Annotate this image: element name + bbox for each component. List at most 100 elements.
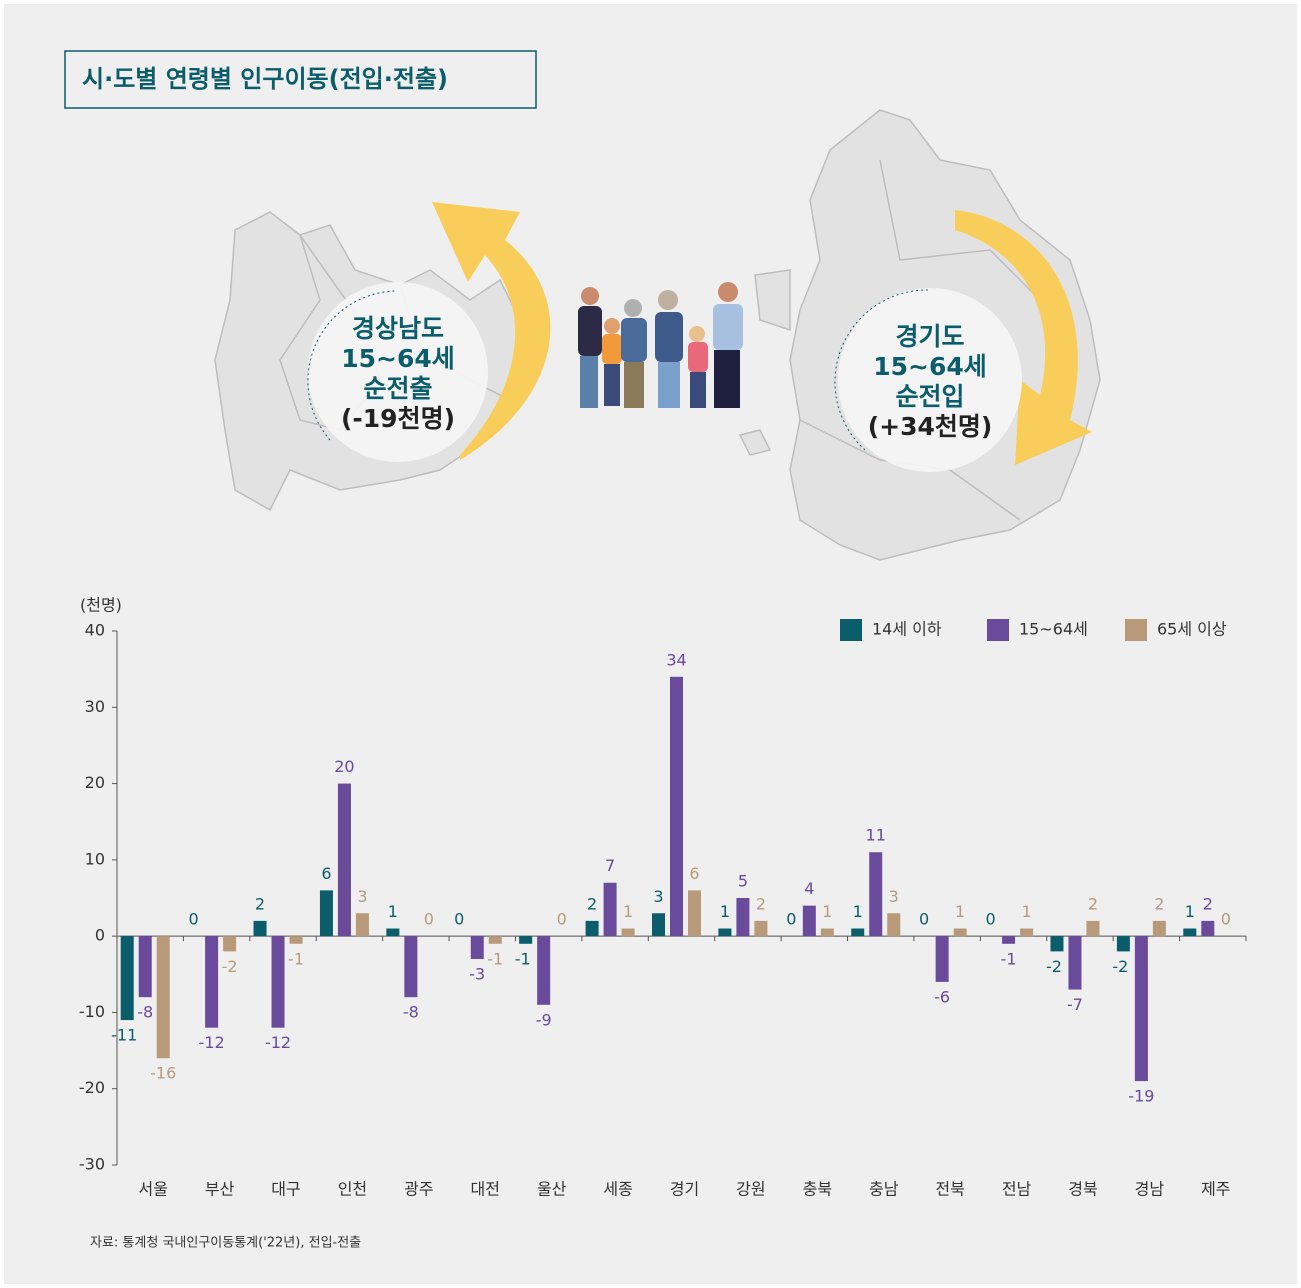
bar (935, 936, 949, 982)
bar (156, 936, 170, 1059)
y-tick-label: -20 (79, 1078, 105, 1097)
y-tick-label: 30 (85, 697, 105, 716)
bar (271, 936, 285, 1028)
bar (1020, 928, 1034, 937)
bar (953, 928, 967, 937)
bar (851, 928, 865, 937)
value-label: 1 (955, 902, 965, 921)
callout-text: 15~64세 (341, 344, 455, 373)
value-label: 2 (1154, 894, 1164, 913)
value-label: 1 (623, 902, 633, 921)
callout-text: 순전입 (895, 382, 964, 411)
arrow (955, 210, 1092, 465)
x-tick-label: 강원 (736, 1180, 765, 1199)
value-label: 0 (786, 910, 796, 929)
bar (319, 890, 333, 937)
x-tick-label: 경기 (670, 1180, 699, 1199)
bar (670, 676, 683, 937)
source-note: 자료: 통계청 국내인구이동통계('22년), 전입-전출 (90, 1236, 361, 1251)
value-label: 0 (985, 910, 995, 929)
bar (688, 890, 701, 937)
x-tick-label: 경남 (1135, 1180, 1165, 1199)
x-tick-label: 울산 (537, 1180, 567, 1199)
callout-text: (-19천명) (341, 404, 455, 433)
value-label: 2 (1203, 894, 1213, 913)
value-label: -9 (536, 1010, 552, 1029)
bar (205, 936, 219, 1028)
bar (1086, 920, 1100, 937)
value-label: 20 (334, 757, 354, 776)
bar (1068, 936, 1082, 990)
value-label: 1 (388, 902, 398, 921)
bar (1050, 936, 1064, 952)
value-label: 1 (1021, 902, 1031, 921)
x-tick-label: 대구 (271, 1180, 300, 1199)
value-label: -1 (487, 949, 503, 968)
value-label: 0 (919, 910, 929, 929)
value-label: 6 (689, 864, 699, 883)
callout-text: 15~64세 (873, 352, 987, 381)
value-label: -2 (222, 957, 238, 976)
x-tick-label: 전북 (935, 1180, 964, 1199)
bar (820, 928, 834, 937)
x-tick-label: 세종 (603, 1180, 632, 1199)
bar (355, 913, 369, 937)
legend-swatch (1125, 619, 1147, 641)
bar (1152, 920, 1166, 937)
x-tick-label: 충남 (869, 1180, 899, 1199)
value-label: 4 (804, 879, 814, 898)
y-tick-label: -30 (79, 1155, 105, 1174)
value-label: 0 (189, 910, 199, 929)
value-label: -8 (137, 1003, 153, 1022)
value-label: 2 (1088, 894, 1098, 913)
chart-title: 시·도별 연령별 인구이동(전입·전출) (82, 65, 448, 93)
bar (519, 936, 533, 944)
bar (138, 936, 152, 998)
title-box (64, 50, 537, 109)
x-tick-label: 대전 (471, 1180, 500, 1199)
value-label: -1 (288, 949, 304, 968)
background (4, 4, 1297, 1284)
y-tick-label: -10 (79, 1002, 105, 1021)
value-label: -2 (1046, 957, 1062, 976)
x-tick-label: 경북 (1068, 1180, 1097, 1199)
callout-text: (+34천명) (868, 412, 993, 441)
value-label: -7 (1067, 995, 1083, 1014)
bar (488, 936, 502, 944)
x-tick-label: 광주 (404, 1180, 433, 1199)
bar (404, 936, 418, 998)
value-label: 3 (889, 887, 899, 906)
callout-circle (838, 288, 1022, 472)
value-label: 0 (424, 910, 434, 929)
value-label: 5 (738, 872, 748, 891)
y-axis-label: (천명) (80, 596, 122, 615)
value-label: -12 (265, 1033, 291, 1052)
value-label: 3 (653, 887, 663, 906)
value-label: 0 (1221, 910, 1231, 929)
bar (718, 928, 732, 937)
x-tick-label: 서울 (138, 1180, 167, 1199)
y-tick-label: 10 (85, 849, 105, 868)
value-label: -1 (1001, 949, 1017, 968)
bar (1134, 936, 1148, 1082)
value-label: -6 (934, 987, 950, 1006)
bar (1183, 928, 1197, 937)
x-tick-label: 인천 (338, 1180, 367, 1199)
value-label: -19 (1128, 1087, 1154, 1106)
value-label: -8 (403, 1003, 419, 1022)
y-tick-label: 40 (85, 621, 105, 640)
value-label: -12 (199, 1033, 225, 1052)
bar (253, 920, 267, 937)
bar (1116, 936, 1130, 952)
y-tick-label: 0 (95, 926, 105, 945)
value-label: -3 (469, 965, 485, 984)
bar (754, 920, 768, 937)
value-label: 1 (720, 902, 730, 921)
x-tick-label: 부산 (205, 1180, 235, 1199)
bar (470, 936, 484, 960)
value-label: 3 (357, 887, 367, 906)
arrow (432, 202, 551, 460)
value-label: -1 (515, 949, 531, 968)
value-label: 2 (587, 894, 597, 913)
bar (585, 920, 599, 937)
